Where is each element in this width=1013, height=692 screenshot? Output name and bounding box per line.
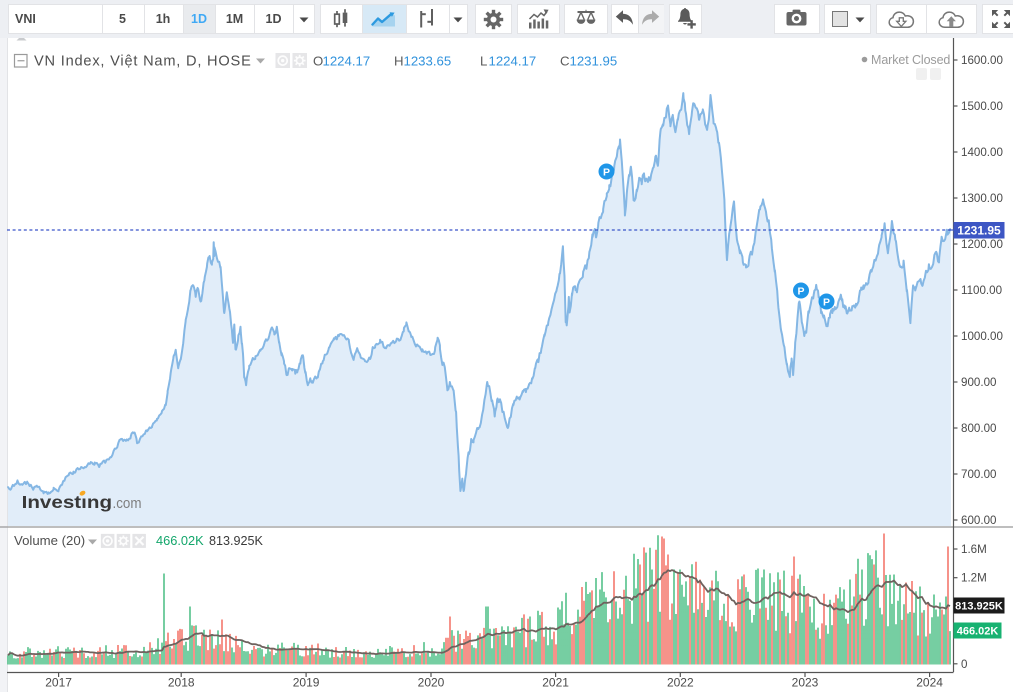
svg-text:VN Index, Việt Nam, D, HOSE: VN Index, Việt Nam, D, HOSE xyxy=(34,54,252,70)
svg-text:.com: .com xyxy=(113,496,142,512)
svg-text:1224.17: 1224.17 xyxy=(489,54,537,69)
svg-text:C: C xyxy=(560,54,570,69)
svg-text:0: 0 xyxy=(961,658,967,671)
svg-text:P: P xyxy=(823,296,830,308)
svg-text:2023: 2023 xyxy=(792,676,819,690)
svg-text:P: P xyxy=(603,166,610,178)
svg-text:1231.95: 1231.95 xyxy=(957,224,1001,238)
svg-text:Volume (20): Volume (20) xyxy=(14,533,85,548)
svg-text:2020: 2020 xyxy=(418,676,445,690)
svg-text:1600.00: 1600.00 xyxy=(961,54,1003,67)
svg-text:2018: 2018 xyxy=(168,676,195,690)
svg-text:Market Closed: Market Closed xyxy=(871,53,950,67)
svg-text:700.00: 700.00 xyxy=(961,468,996,481)
svg-text:600.00: 600.00 xyxy=(961,514,996,527)
svg-text:800.00: 800.00 xyxy=(961,422,996,435)
svg-text:2021: 2021 xyxy=(542,676,569,690)
svg-text:L: L xyxy=(480,54,487,69)
svg-text:2019: 2019 xyxy=(293,676,320,690)
svg-text:900.00: 900.00 xyxy=(961,376,996,389)
svg-text:466.02K: 466.02K xyxy=(957,626,999,638)
svg-text:2022: 2022 xyxy=(667,676,694,690)
svg-text:813.925K: 813.925K xyxy=(955,601,1003,613)
svg-text:2017: 2017 xyxy=(45,676,72,690)
svg-text:2024: 2024 xyxy=(916,676,943,690)
svg-text:1100.00: 1100.00 xyxy=(961,284,1002,297)
svg-text:H: H xyxy=(394,54,404,69)
svg-text:813.925K: 813.925K xyxy=(209,534,264,548)
svg-text:O: O xyxy=(313,54,323,69)
svg-text:1000.00: 1000.00 xyxy=(961,330,1003,343)
svg-text:1400.00: 1400.00 xyxy=(961,146,1003,159)
svg-text:1.6M: 1.6M xyxy=(961,543,987,556)
svg-text:1200.00: 1200.00 xyxy=(961,238,1003,251)
svg-text:466.02K: 466.02K xyxy=(156,533,204,548)
svg-text:1300.00: 1300.00 xyxy=(961,192,1003,205)
svg-text:1500.00: 1500.00 xyxy=(961,100,1003,113)
svg-text:1233.65: 1233.65 xyxy=(404,54,452,69)
svg-text:Investıng: Investıng xyxy=(22,492,113,512)
svg-text:1.2M: 1.2M xyxy=(961,572,987,585)
svg-text:P: P xyxy=(797,285,804,297)
svg-text:1224.17: 1224.17 xyxy=(323,54,371,69)
svg-text:1231.95: 1231.95 xyxy=(570,54,618,69)
